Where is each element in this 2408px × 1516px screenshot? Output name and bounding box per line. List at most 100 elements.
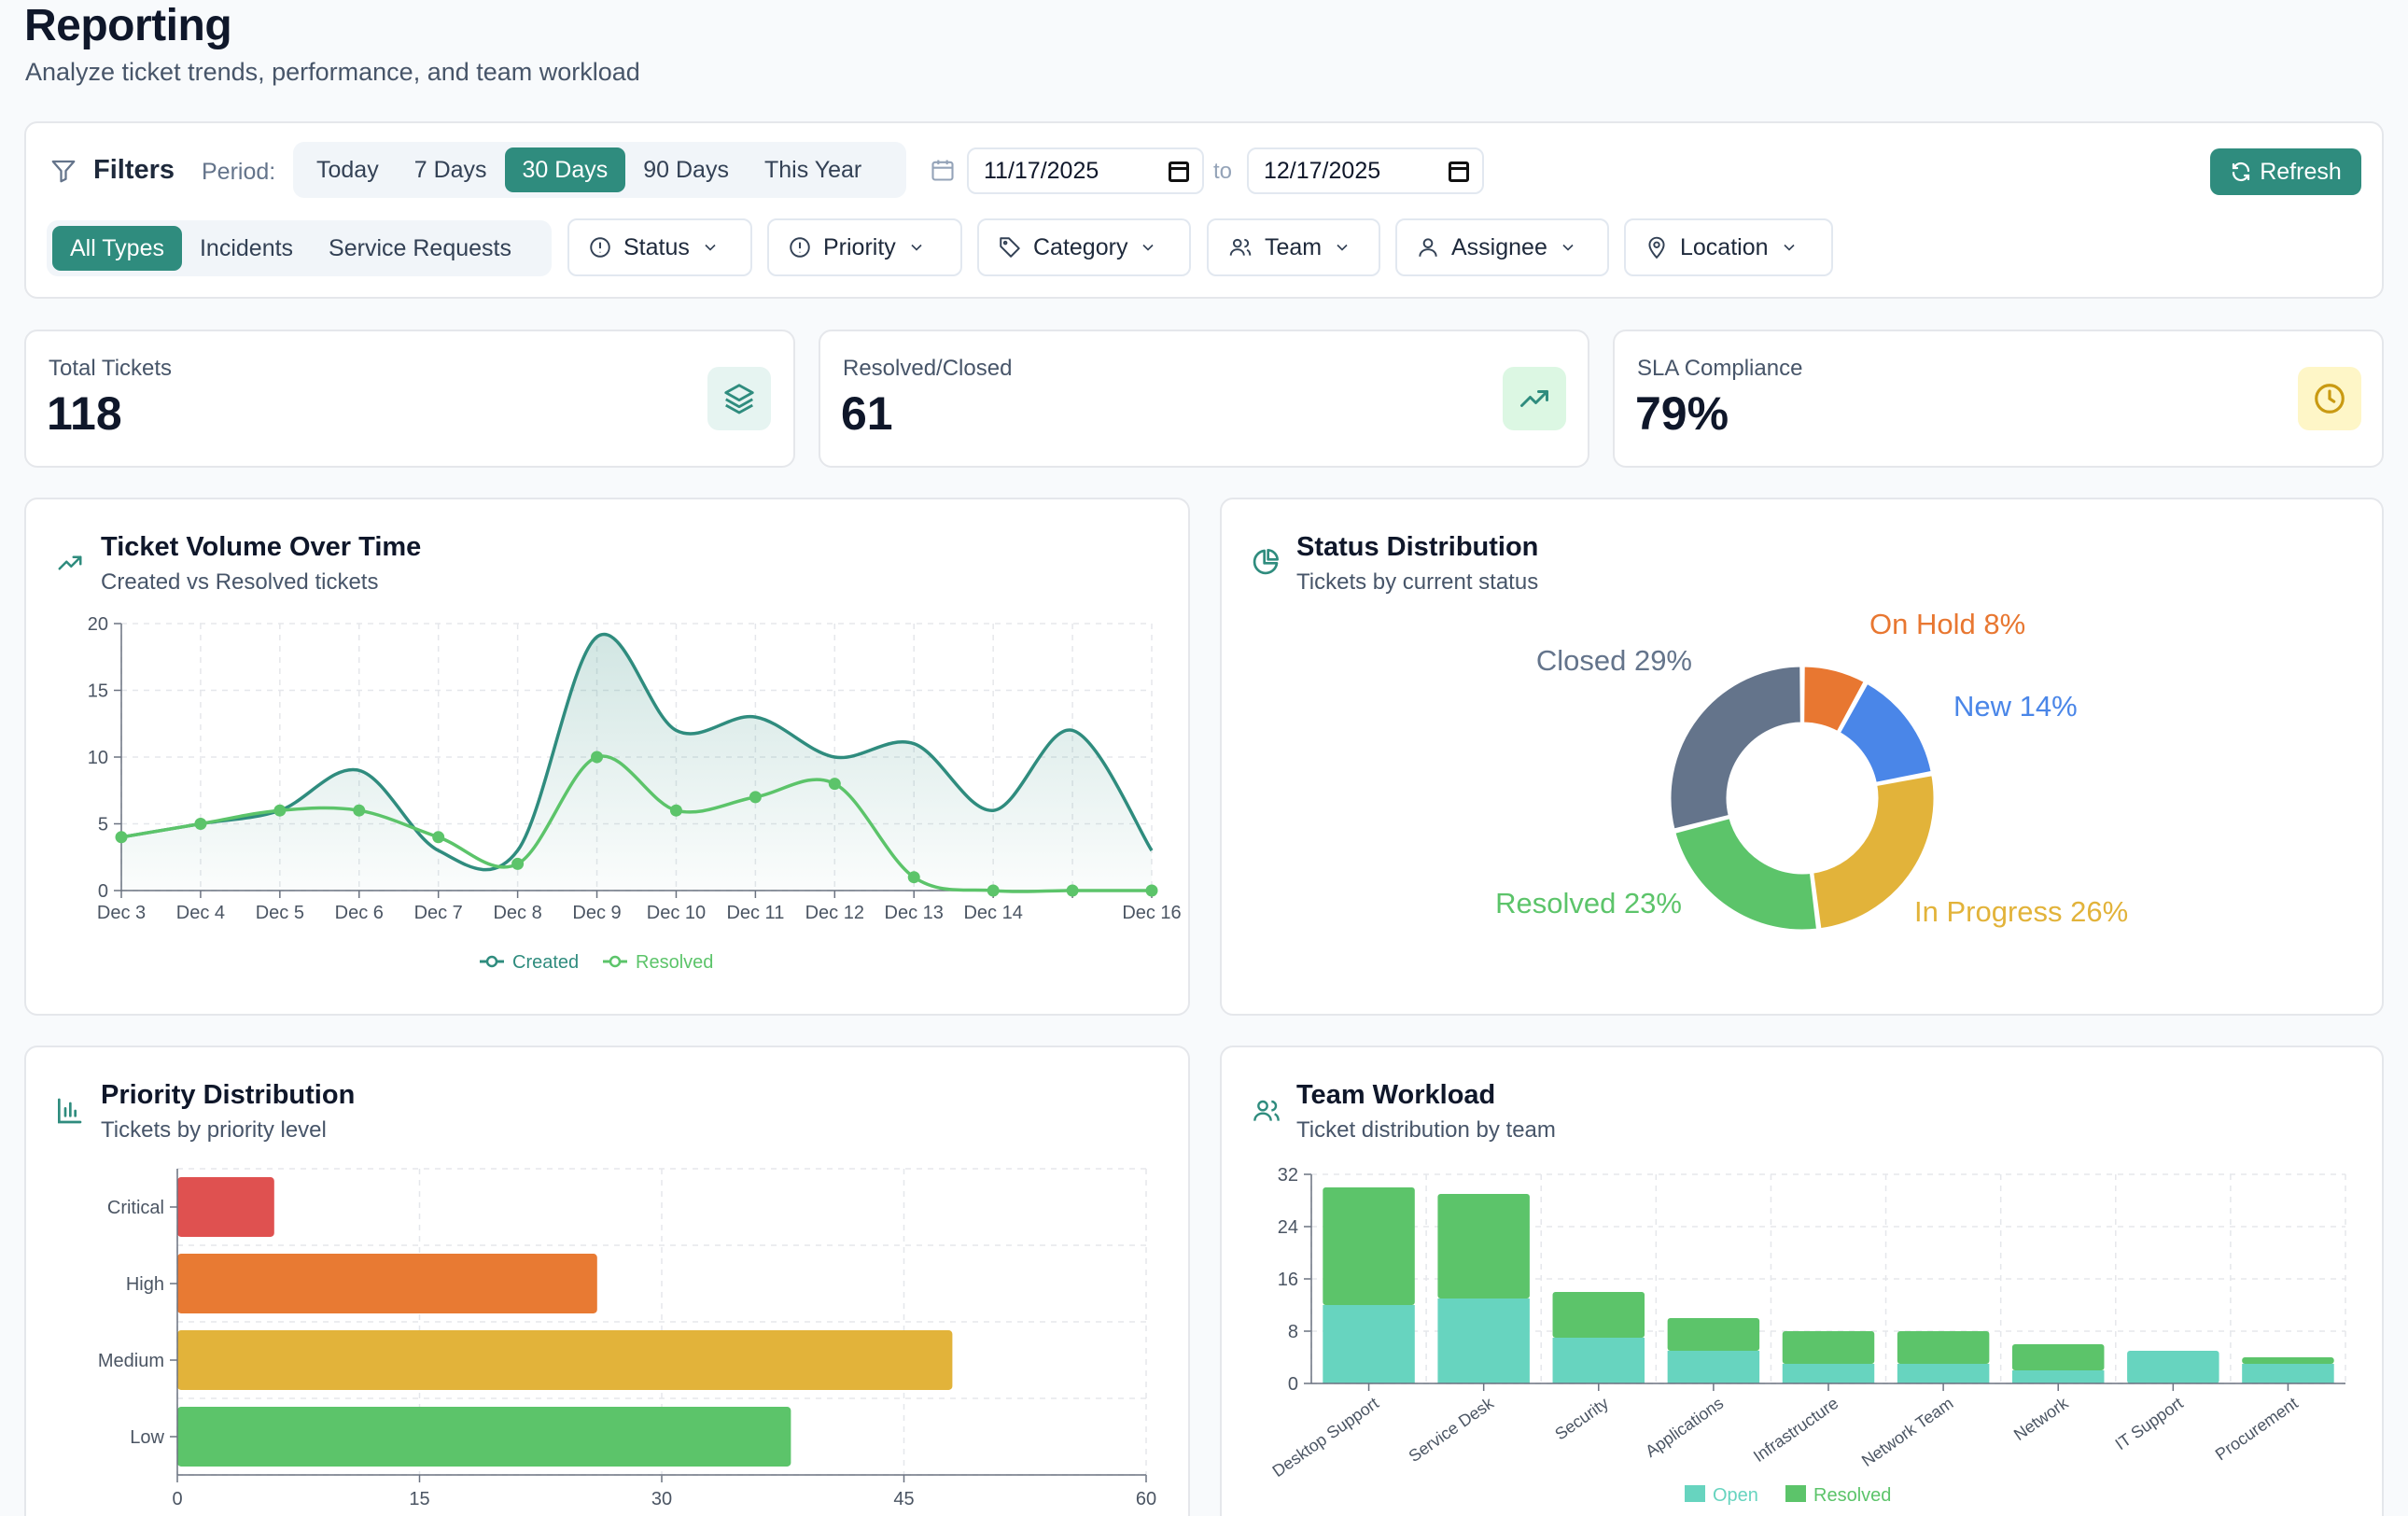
x-tick-label: Dec 16 xyxy=(1122,903,1181,923)
type-option-all[interactable]: All Types xyxy=(52,226,182,271)
open-bar xyxy=(1437,1298,1530,1383)
stat-icon-box xyxy=(2298,367,2361,430)
resolved-point xyxy=(669,804,682,817)
x-tick-label: Dec 4 xyxy=(176,903,225,923)
period-option-this-year[interactable]: This Year xyxy=(763,156,862,183)
y-tick-label: 32 xyxy=(1278,1165,1298,1186)
team-dropdown[interactable]: Team xyxy=(1207,218,1380,276)
x-tick-label: Dec 13 xyxy=(885,903,944,923)
location-dropdown[interactable]: Location xyxy=(1624,218,1833,276)
status-dropdown[interactable]: Status xyxy=(567,218,752,276)
y-tick-label: Critical xyxy=(107,1198,164,1218)
period-option-30-days[interactable]: 30 Days xyxy=(504,147,626,192)
calendar-icon xyxy=(931,160,954,181)
chart-title: Ticket Volume Over Time xyxy=(101,532,422,562)
x-tick-label: Network Team xyxy=(1858,1394,1956,1470)
donut-slice xyxy=(1668,664,1803,832)
chart-subtitle: Tickets by priority level xyxy=(101,1117,327,1143)
donut-slice xyxy=(1672,815,1820,933)
priority-bar xyxy=(177,1254,597,1313)
y-tick-label: 0 xyxy=(98,881,108,902)
team-dropdown-label: Team xyxy=(1265,233,1323,260)
stat-label: Total Tickets xyxy=(49,356,173,381)
chart-subtitle: Created vs Resolved tickets xyxy=(101,569,379,595)
resolved-bar xyxy=(1552,1292,1645,1338)
x-tick-label: Network xyxy=(2010,1393,2072,1444)
donut-slice xyxy=(1801,664,1868,735)
pie-chart-icon xyxy=(1253,549,1279,575)
y-tick-label: Low xyxy=(130,1427,164,1448)
clock-icon xyxy=(2315,384,2345,414)
chart-subtitle: Tickets by current status xyxy=(1296,569,1539,595)
stat-label: Resolved/Closed xyxy=(843,356,1013,381)
stat-card-resolved-closed xyxy=(819,330,1589,468)
slice-label: Closed 29% xyxy=(1536,644,1692,677)
user-icon xyxy=(1419,238,1437,257)
legend-resolved-marker xyxy=(609,955,622,968)
status-donut-chart: Closed 29% On Hold 8% New 14% In Progress 2… xyxy=(1495,608,2128,933)
refresh-button[interactable]: Refresh xyxy=(2210,148,2361,195)
period-option-7-days[interactable]: 7 Days xyxy=(413,156,487,183)
x-tick-label: Dec 6 xyxy=(335,903,384,923)
donut-slice xyxy=(1811,772,1937,932)
date-to-input[interactable]: 12/17/2025 xyxy=(1247,147,1484,194)
tag-icon xyxy=(1000,237,1020,258)
alert-circle-icon xyxy=(790,237,810,258)
priority-dropdown-label: Priority xyxy=(823,233,896,260)
type-option-incidents[interactable]: Incidents xyxy=(199,234,294,261)
x-tick-label: Service Desk xyxy=(1406,1393,1498,1466)
open-bar xyxy=(2242,1364,2334,1383)
chevron-down-icon xyxy=(705,244,716,251)
date-picker-icon[interactable] xyxy=(1449,161,1469,182)
x-tick-label: Dec 7 xyxy=(414,903,463,923)
resolved-line xyxy=(120,754,1152,893)
resolved-bar xyxy=(2242,1357,2334,1364)
resolved-point xyxy=(1145,884,1158,897)
date-to-label: to xyxy=(1213,159,1233,184)
open-bar xyxy=(1552,1338,1645,1383)
resolved-bar xyxy=(1897,1331,1990,1364)
x-tick-label: 45 xyxy=(893,1489,914,1509)
x-tick-label: Dec 5 xyxy=(256,903,304,923)
resolved-bar xyxy=(1667,1318,1760,1351)
stat-value: 118 xyxy=(47,387,122,440)
category-dropdown[interactable]: Category xyxy=(977,218,1191,276)
x-tick-label: Infrastructure xyxy=(1750,1394,1841,1466)
date-to-value: 12/17/2025 xyxy=(1264,157,1381,184)
type-option-service-requests[interactable]: Service Requests xyxy=(329,234,511,261)
period-option-today[interactable]: Today xyxy=(316,156,379,183)
stat-icon-box xyxy=(1503,367,1566,430)
date-picker-icon[interactable] xyxy=(1169,161,1189,182)
users-icon xyxy=(1229,238,1252,256)
open-bar xyxy=(1667,1351,1760,1383)
date-from-input[interactable]: 11/17/2025 xyxy=(967,147,1204,194)
x-tick-label: Dec 14 xyxy=(963,903,1022,923)
period-option-90-days[interactable]: 90 Days xyxy=(643,156,729,183)
ticket-type-selector: All Types Incidents Service Requests xyxy=(47,220,552,276)
chevron-down-icon xyxy=(1337,244,1348,251)
slice-label: New 14% xyxy=(1953,690,2078,723)
team-workload-chart: 0 8 16 24 32 Desktop Support Service Desk Secur… xyxy=(1269,1165,2346,1506)
resolved-bar xyxy=(1782,1331,1875,1364)
chart-title: Priority Distribution xyxy=(101,1080,356,1110)
y-tick-label: 10 xyxy=(88,748,108,768)
stat-label: SLA Compliance xyxy=(1637,356,1803,381)
status-dropdown-label: Status xyxy=(623,233,690,260)
trending-up-icon xyxy=(1520,390,1548,407)
open-bar xyxy=(1897,1364,1990,1383)
assignee-dropdown[interactable]: Assignee xyxy=(1395,218,1609,276)
resolved-point xyxy=(591,751,604,764)
chevron-down-icon xyxy=(1142,244,1155,251)
x-tick-label: Security xyxy=(1551,1394,1612,1444)
resolved-point xyxy=(907,871,920,884)
period-selector: Today 7 Days 30 Days 90 Days This Year xyxy=(293,142,906,198)
y-tick-label: Medium xyxy=(98,1351,164,1371)
chevron-down-icon xyxy=(1562,244,1574,251)
x-tick-label: 15 xyxy=(409,1489,429,1509)
x-tick-label: IT Support xyxy=(2112,1394,2187,1453)
chart-subtitle: Ticket distribution by team xyxy=(1296,1117,1556,1143)
legend-created-label: Created xyxy=(512,952,579,973)
priority-dropdown[interactable]: Priority xyxy=(767,218,962,276)
open-bar xyxy=(2011,1370,2105,1383)
layers-icon xyxy=(724,384,754,414)
